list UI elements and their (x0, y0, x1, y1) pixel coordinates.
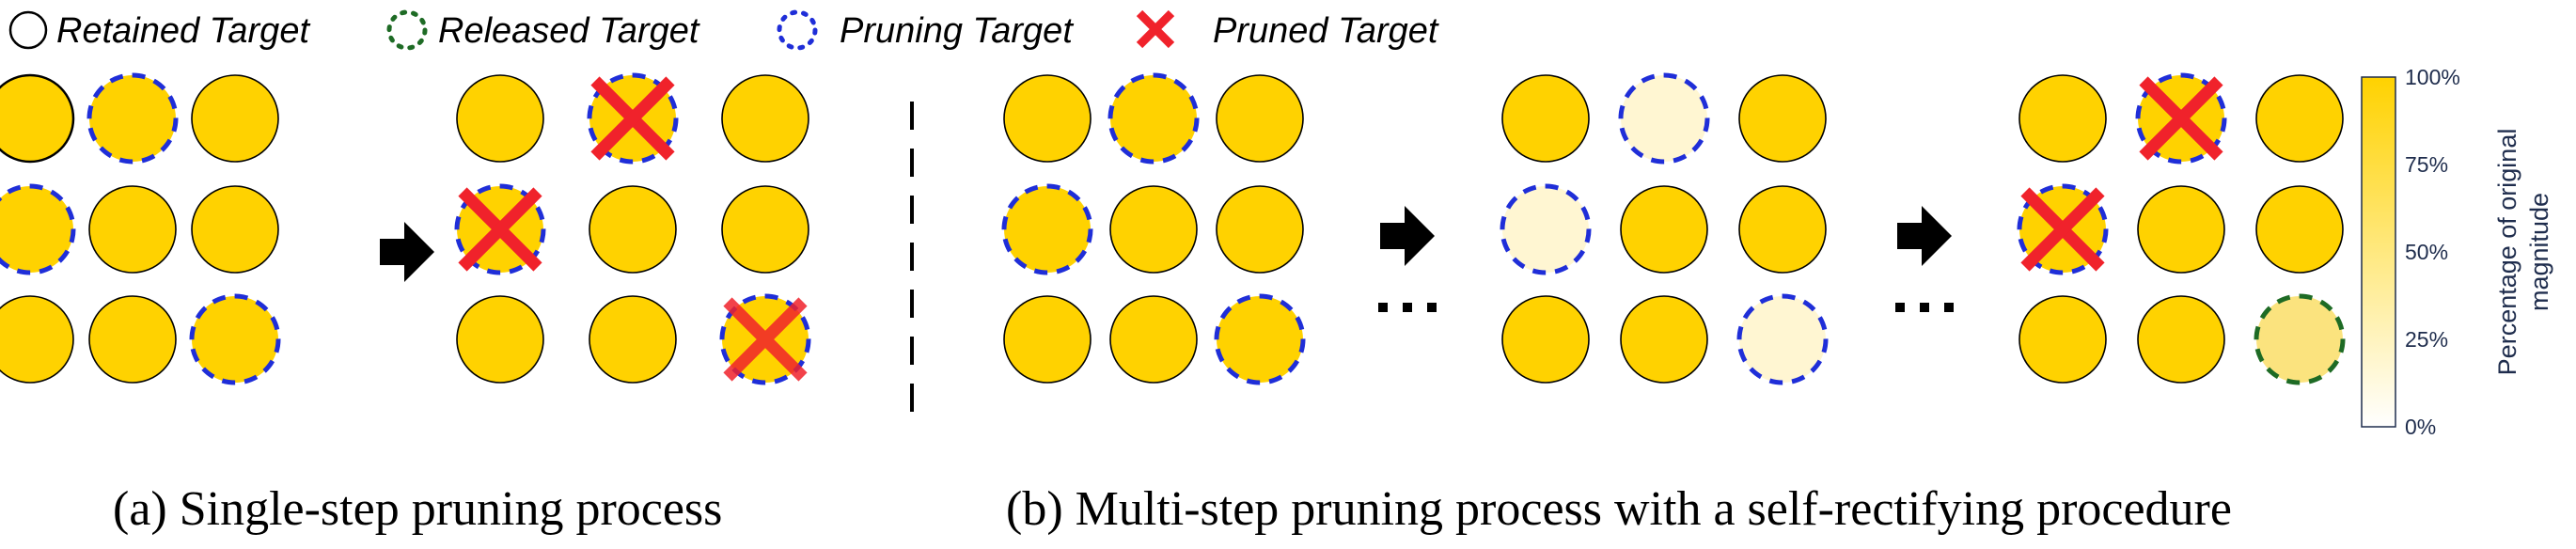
target-circle (1214, 293, 1306, 385)
target-circle (1620, 295, 1708, 384)
target-circle (1216, 74, 1304, 163)
right-arrow-icon (1897, 206, 1952, 266)
grid-a-before (0, 72, 281, 385)
colorbar-tick: 25% (2405, 327, 2448, 352)
pruned-cross-icon (458, 187, 542, 272)
arrow-a (380, 222, 434, 282)
ellipsis-b1 (1378, 303, 1437, 312)
ellipsis-b2 (1895, 303, 1954, 312)
target-circle (589, 295, 677, 384)
arrow-b2 (1897, 206, 1952, 266)
target-circle (1107, 72, 1200, 165)
target-circle (189, 293, 281, 385)
target-circle (191, 185, 279, 274)
colorbar-tick: 0% (2405, 415, 2436, 439)
target-circle (2137, 295, 2225, 384)
target-circle (1003, 74, 1092, 163)
circle-grids (0, 72, 2346, 385)
legend-retained-label: Retained Target (56, 11, 310, 51)
target-circle (2255, 185, 2344, 274)
colorbar-tick: 75% (2405, 152, 2448, 177)
target-circle (721, 185, 809, 274)
target-circle (2018, 295, 2107, 384)
caption-a: (a) Single-step pruning process (113, 482, 722, 536)
target-circle (1618, 72, 1710, 165)
target-circle (1216, 185, 1304, 274)
colorbar-tick: 50% (2405, 240, 2448, 264)
legend-pruned-icon (1136, 9, 1175, 49)
grid-a-after (454, 72, 811, 385)
target-circle (589, 185, 677, 274)
grid-b-step1 (1001, 72, 1306, 385)
target-circle (1003, 295, 1092, 384)
target-circle (1738, 74, 1827, 163)
grid-b-step2 (1500, 72, 1829, 385)
target-circle (1736, 293, 1829, 385)
grid-b-step3 (2017, 72, 2346, 385)
target-circle (721, 74, 809, 163)
target-circle (456, 74, 544, 163)
target-circle (0, 73, 75, 164)
caption-b: (b) Multi-step pruning process with a se… (1006, 482, 2232, 536)
target-circle (2018, 74, 2107, 163)
colorbar: 100% 75% 50% 25% 0% Percentage of origin… (2361, 65, 2553, 439)
pruned-cross-icon (2020, 187, 2105, 272)
target-circle (0, 295, 74, 384)
target-circle (1500, 183, 1592, 275)
arrow-b1 (1380, 206, 1435, 266)
target-circle (456, 295, 544, 384)
colorbar-tick: 100% (2405, 65, 2460, 89)
target-circle (1738, 185, 1827, 274)
target-circle (0, 183, 76, 275)
right-arrow-icon (1380, 206, 1435, 266)
target-circle (2137, 185, 2225, 274)
pruned-cross-icon (2139, 76, 2223, 161)
target-circle (88, 185, 177, 274)
target-circle (1501, 295, 1590, 384)
target-circle (88, 295, 177, 384)
target-circle (1109, 185, 1198, 274)
legend-pruning-icon (777, 9, 818, 51)
colorbar-label-line1: Percentage of original (2493, 129, 2521, 376)
target-circle (1109, 295, 1198, 384)
target-circle (2255, 74, 2344, 163)
legend-pruned-label: Pruned Target (1213, 11, 1439, 51)
right-arrow-icon (380, 222, 434, 282)
legend-retained-icon (8, 10, 48, 50)
legend-released-icon (386, 9, 428, 51)
pruned-cross-icon (590, 76, 675, 161)
colorbar-gradient (2361, 76, 2396, 428)
colorbar-label-line2: magnitude (2525, 193, 2553, 311)
target-circle (1620, 185, 1708, 274)
target-circle (86, 72, 179, 165)
target-circle (2254, 293, 2346, 385)
target-circle (1501, 74, 1590, 163)
legend: Retained Target Released Target Pruning … (8, 9, 1439, 51)
target-circle (1001, 183, 1093, 275)
legend-released-label: Released Target (438, 11, 700, 51)
pruned-cross-icon (723, 297, 808, 382)
target-circle (191, 74, 279, 163)
legend-pruning-label: Pruning Target (840, 11, 1074, 51)
